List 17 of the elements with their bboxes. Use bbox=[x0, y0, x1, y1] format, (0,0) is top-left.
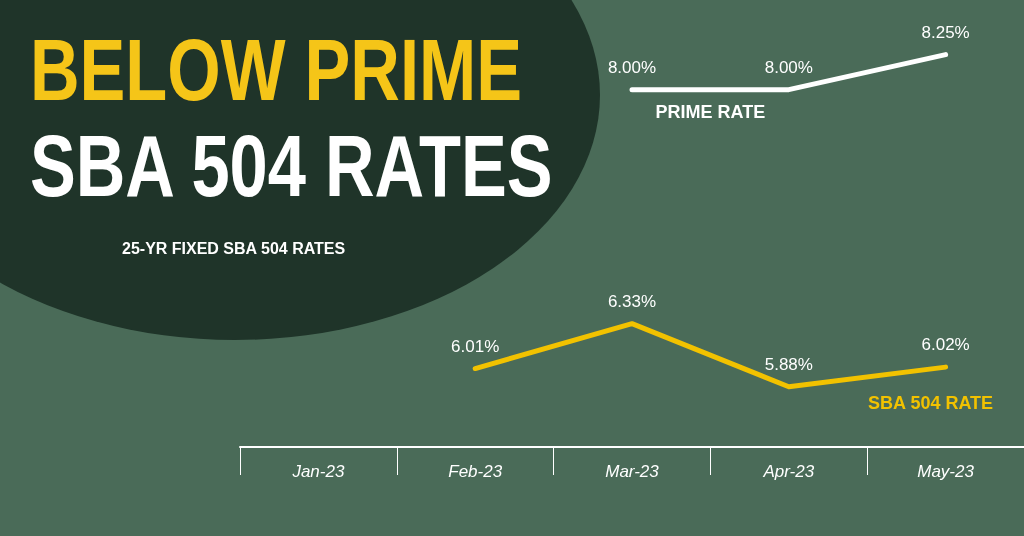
series-label: PRIME RATE bbox=[655, 101, 766, 122]
data-label: 6.01% bbox=[451, 336, 500, 356]
x-tick-label: Mar-23 bbox=[605, 462, 660, 481]
data-label: 8.25% bbox=[921, 22, 970, 42]
x-tick-label: May-23 bbox=[917, 462, 975, 481]
data-label: 6.33% bbox=[607, 291, 657, 311]
data-label: 5.88% bbox=[764, 354, 813, 374]
data-label: 8.00% bbox=[607, 57, 657, 77]
data-label: 6.02% bbox=[921, 335, 970, 355]
text: SBA 504 RATES bbox=[30, 116, 553, 215]
series-label: SBA 504 RATE bbox=[868, 393, 994, 414]
annotation: 25-YR FIXED SBA 504 RATES bbox=[122, 240, 346, 258]
x-tick-label: Feb-23 bbox=[448, 462, 503, 481]
chart-title: BELOW PRIME bbox=[30, 20, 522, 119]
data-label: 8.00% bbox=[764, 57, 813, 77]
x-tick-label: Apr-23 bbox=[762, 462, 815, 481]
x-tick-label: Jan-23 bbox=[291, 462, 345, 481]
